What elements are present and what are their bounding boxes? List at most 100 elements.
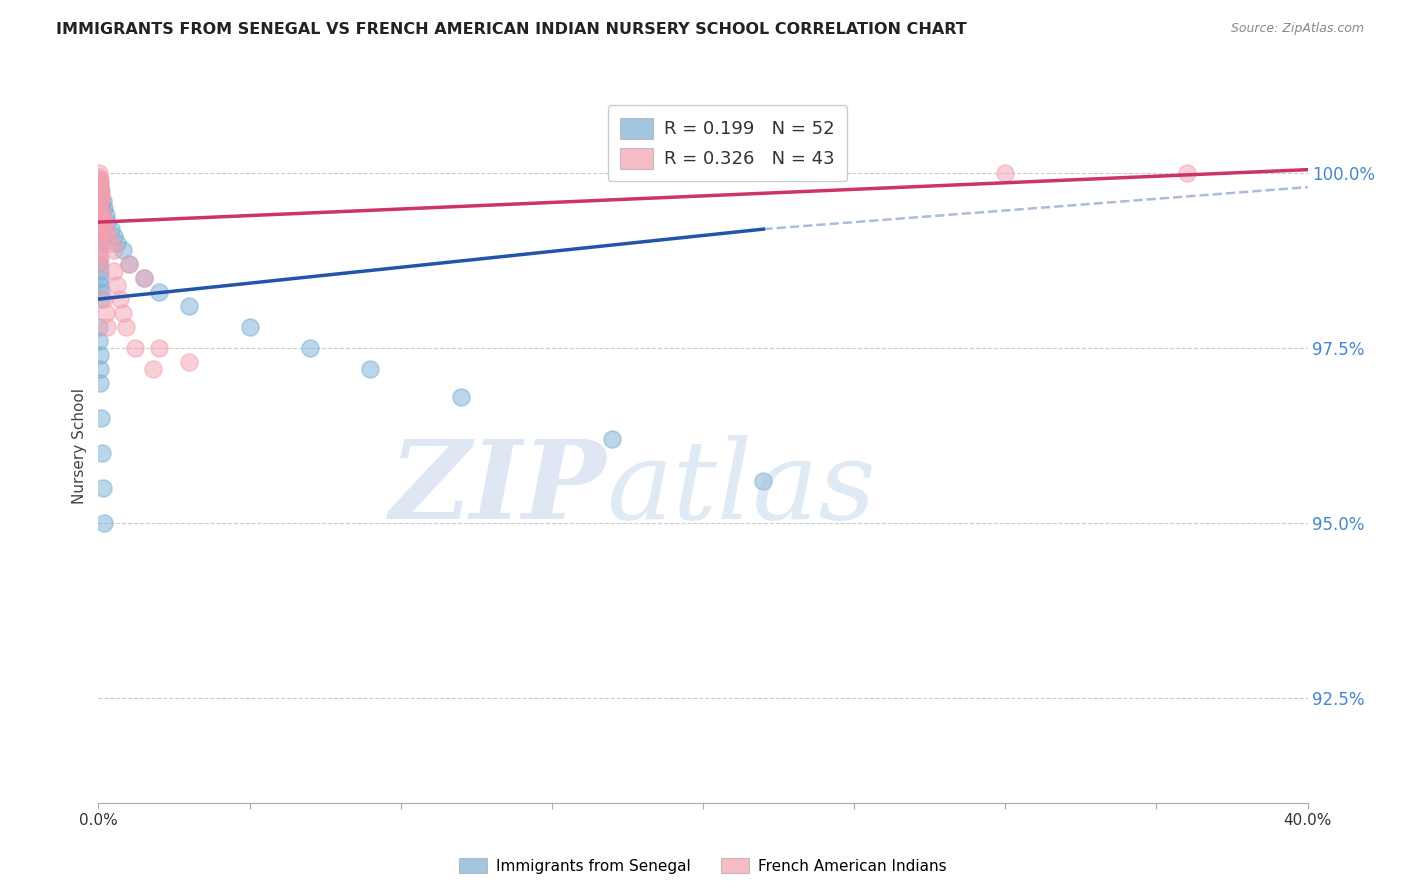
- Point: [299, 341, 322, 355]
- Point: [87, 166, 110, 180]
- Point: [93, 292, 115, 306]
- Point: [89, 362, 111, 376]
- Point: [89, 348, 111, 362]
- Point: [89, 250, 111, 264]
- Point: [94, 222, 117, 236]
- Point: [89, 208, 111, 222]
- Point: [89, 236, 111, 251]
- Point: [91, 446, 114, 460]
- Point: [93, 516, 115, 530]
- Point: [90, 229, 112, 244]
- Point: [87, 208, 110, 222]
- Point: [179, 355, 201, 369]
- Point: [602, 432, 624, 446]
- Point: [89, 271, 111, 285]
- Text: Source: ZipAtlas.com: Source: ZipAtlas.com: [1230, 22, 1364, 36]
- Point: [94, 306, 117, 320]
- Point: [89, 215, 111, 229]
- Point: [100, 236, 122, 251]
- Point: [89, 169, 111, 184]
- Point: [994, 166, 1017, 180]
- Legend: R = 0.199   N = 52, R = 0.326   N = 43: R = 0.199 N = 52, R = 0.326 N = 43: [607, 105, 846, 181]
- Point: [89, 184, 111, 198]
- Point: [89, 376, 111, 390]
- Point: [132, 271, 155, 285]
- Point: [90, 191, 112, 205]
- Point: [100, 222, 122, 236]
- Point: [89, 222, 111, 236]
- Point: [90, 226, 112, 240]
- Point: [89, 219, 111, 233]
- Point: [90, 233, 112, 247]
- Point: [90, 194, 112, 208]
- Point: [105, 236, 128, 251]
- Point: [148, 285, 170, 299]
- Point: [89, 257, 111, 271]
- Point: [87, 201, 110, 215]
- Point: [90, 191, 112, 205]
- Point: [179, 299, 201, 313]
- Point: [87, 320, 110, 334]
- Point: [90, 194, 112, 208]
- Point: [90, 411, 112, 425]
- Point: [89, 215, 111, 229]
- Point: [148, 341, 170, 355]
- Point: [91, 481, 114, 495]
- Point: [103, 264, 125, 278]
- Point: [96, 229, 118, 244]
- Point: [96, 215, 118, 229]
- Point: [118, 257, 141, 271]
- Point: [93, 201, 115, 215]
- Point: [111, 306, 134, 320]
- Point: [89, 187, 111, 202]
- Point: [90, 201, 112, 215]
- Y-axis label: Nursery School: Nursery School: [72, 388, 87, 504]
- Point: [90, 184, 112, 198]
- Point: [103, 229, 125, 244]
- Point: [87, 229, 110, 244]
- Point: [89, 278, 111, 293]
- Point: [89, 264, 111, 278]
- Point: [108, 292, 131, 306]
- Point: [89, 204, 111, 219]
- Point: [87, 173, 110, 187]
- Text: ZIP: ZIP: [389, 435, 606, 542]
- Point: [89, 177, 111, 191]
- Point: [89, 180, 111, 194]
- Point: [89, 180, 111, 194]
- Point: [93, 215, 115, 229]
- Point: [90, 222, 112, 236]
- Point: [89, 334, 111, 348]
- Point: [752, 474, 775, 488]
- Point: [118, 257, 141, 271]
- Point: [1175, 166, 1198, 180]
- Text: 40.0%: 40.0%: [1284, 814, 1331, 829]
- Point: [103, 243, 125, 257]
- Point: [89, 173, 111, 187]
- Point: [91, 208, 114, 222]
- Point: [91, 194, 114, 208]
- Point: [90, 285, 112, 299]
- Point: [124, 341, 146, 355]
- Point: [105, 278, 128, 293]
- Text: IMMIGRANTS FROM SENEGAL VS FRENCH AMERICAN INDIAN NURSERY SCHOOL CORRELATION CHA: IMMIGRANTS FROM SENEGAL VS FRENCH AMERIC…: [56, 22, 967, 37]
- Point: [90, 292, 112, 306]
- Point: [87, 250, 110, 264]
- Point: [90, 236, 112, 251]
- Point: [90, 187, 112, 202]
- Legend: Immigrants from Senegal, French American Indians: Immigrants from Senegal, French American…: [453, 852, 953, 880]
- Point: [90, 219, 112, 233]
- Point: [111, 243, 134, 257]
- Point: [360, 362, 382, 376]
- Point: [239, 320, 262, 334]
- Point: [96, 320, 118, 334]
- Point: [89, 257, 111, 271]
- Point: [94, 208, 117, 222]
- Text: atlas: atlas: [606, 435, 876, 542]
- Point: [114, 320, 136, 334]
- Point: [89, 243, 111, 257]
- Text: 0.0%: 0.0%: [79, 814, 118, 829]
- Point: [89, 211, 111, 226]
- Point: [89, 177, 111, 191]
- Point: [450, 390, 472, 404]
